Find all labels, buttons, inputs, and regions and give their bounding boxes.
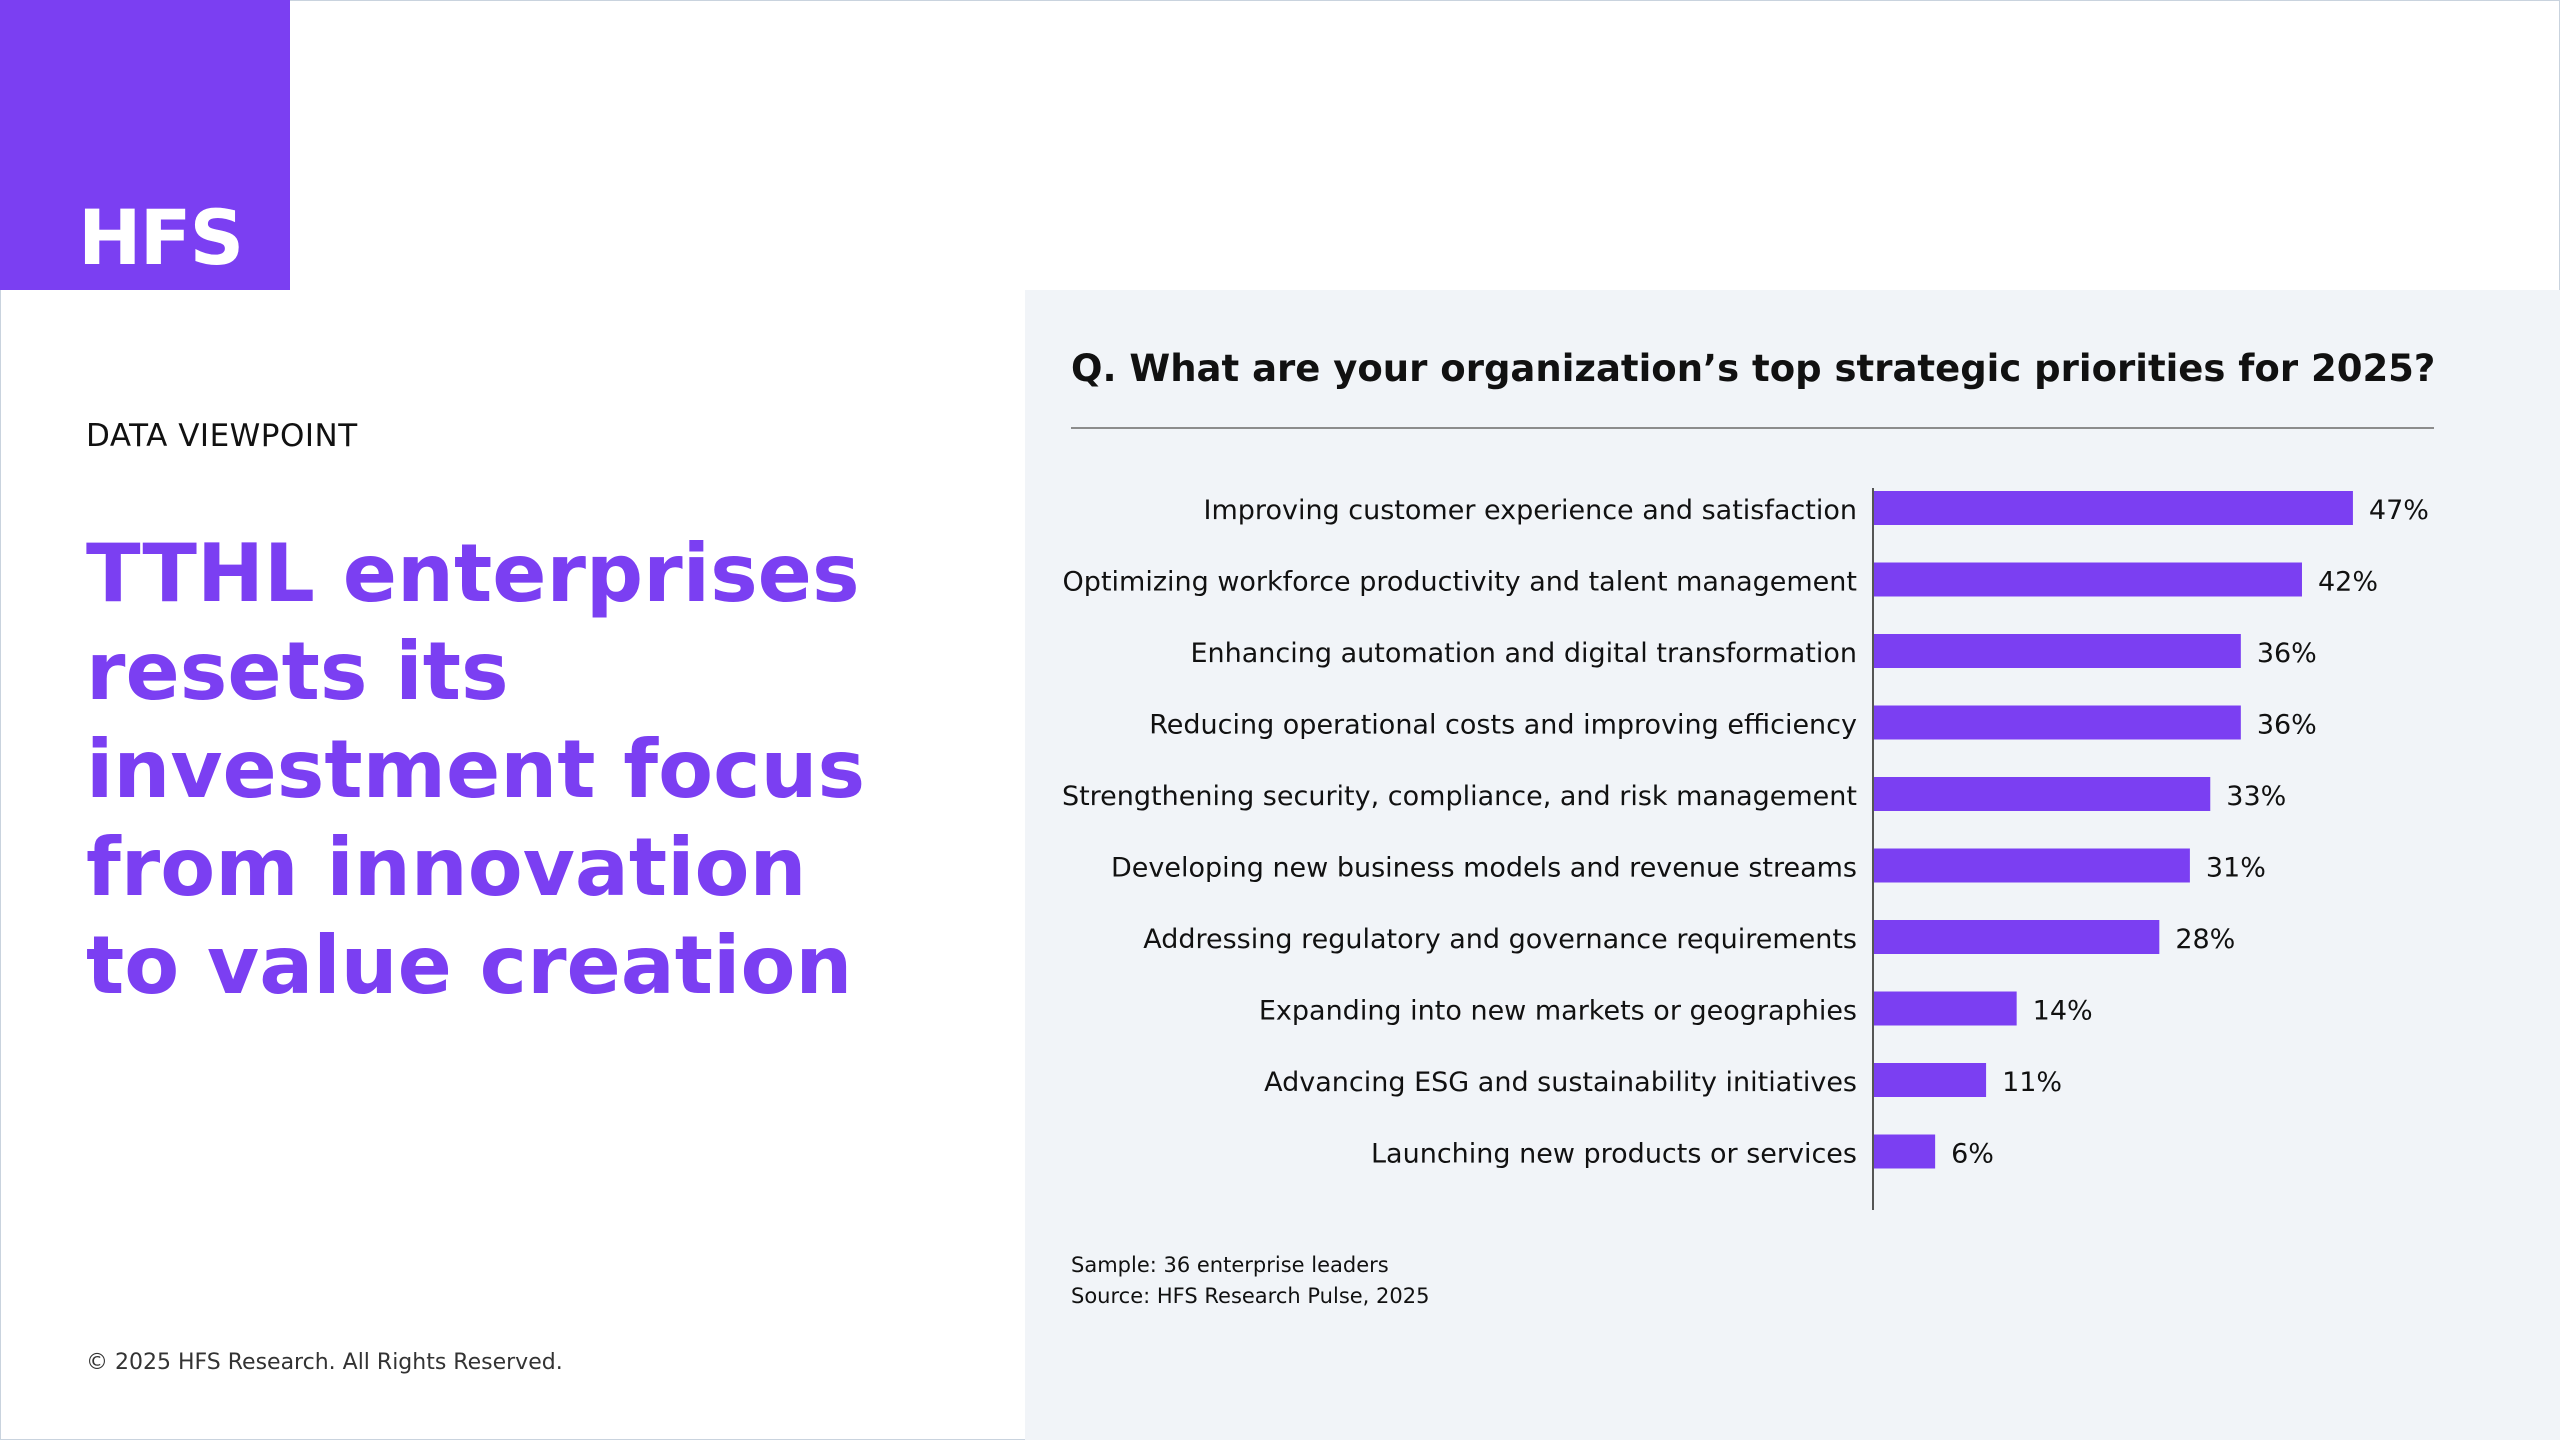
value-label: 36% (2257, 710, 2317, 741)
bar (1874, 920, 2160, 954)
category-label: Addressing regulatory and governance req… (1143, 924, 1857, 955)
category-label: Strengthening security, compliance, and … (1062, 781, 1857, 812)
value-label: 28% (2175, 924, 2235, 955)
headline: TTHL enterprises resets its investment f… (86, 527, 866, 1012)
copyright-notice: © 2025 HFS Research. All Rights Reserved… (86, 1350, 563, 1375)
bar (1874, 1134, 1936, 1169)
bar (1874, 634, 2241, 668)
value-label: 47% (2369, 495, 2429, 526)
bar (1874, 562, 2302, 597)
category-label: Advancing ESG and sustainability initiat… (1264, 1067, 1857, 1098)
value-label: 31% (2206, 853, 2266, 884)
bar (1874, 491, 2353, 525)
sample-note: Sample: 36 enterprise leaders (1071, 1253, 1389, 1277)
title-divider (1071, 427, 2434, 429)
bar (1874, 705, 2241, 740)
value-label: 36% (2257, 638, 2317, 669)
category-label: Expanding into new markets or geographie… (1259, 996, 1857, 1027)
category-label: Developing new business models and reven… (1111, 853, 1857, 884)
value-label: 6% (1951, 1139, 1994, 1170)
logo-text: HFS (78, 193, 244, 282)
source-note: Source: HFS Research Pulse, 2025 (1071, 1284, 1430, 1308)
bar (1874, 991, 2017, 1026)
bar (1874, 777, 2211, 811)
chart-panel (1025, 290, 2560, 1440)
value-label: 42% (2318, 567, 2378, 598)
chart-question: Q. What are your organization’s top stra… (1071, 347, 2436, 390)
category-label: Enhancing automation and digital transfo… (1190, 638, 1857, 669)
bar (1874, 1063, 1987, 1097)
section-eyebrow: DATA VIEWPOINT (86, 418, 358, 454)
bar (1874, 848, 2190, 883)
hfs-logo: HFS (0, 0, 290, 290)
category-label: Launching new products or services (1371, 1139, 1857, 1170)
category-label: Improving customer experience and satisf… (1204, 495, 1857, 526)
priorities-bar-chart: Improving customer experience and satisf… (1062, 488, 2429, 1210)
category-label: Optimizing workforce productivity and ta… (1063, 567, 1857, 598)
value-label: 33% (2226, 781, 2286, 812)
value-label: 11% (2002, 1067, 2062, 1098)
value-label: 14% (2033, 996, 2093, 1027)
category-label: Reducing operational costs and improving… (1149, 710, 1857, 741)
